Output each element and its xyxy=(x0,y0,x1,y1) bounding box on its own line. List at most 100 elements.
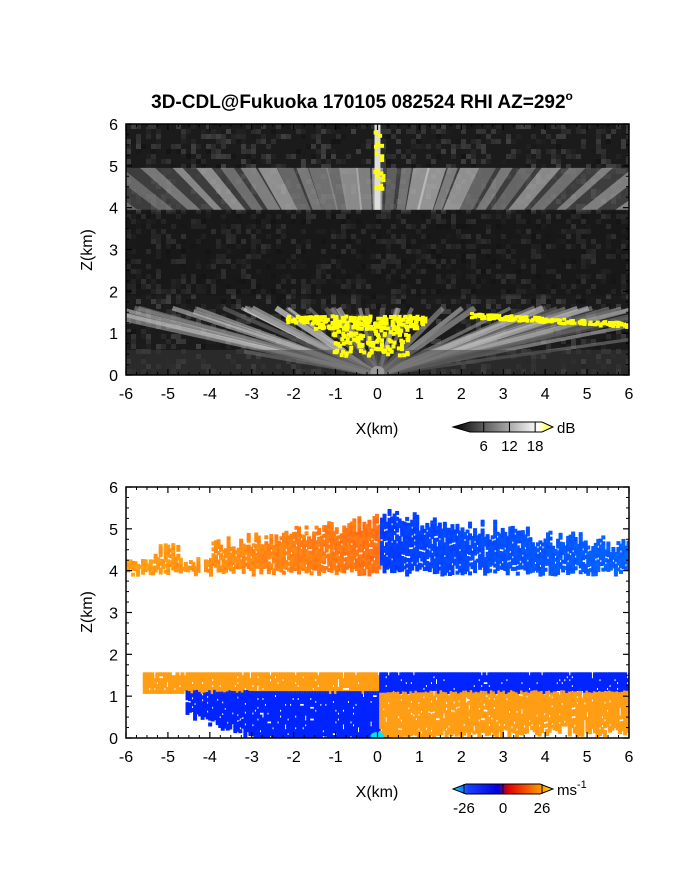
velocity-pixel xyxy=(460,568,465,573)
reflectivity-colorbar-unit: dB xyxy=(557,420,575,437)
velocity-pixel xyxy=(483,565,488,570)
velocity-pixel xyxy=(302,546,307,551)
velocity-pixel xyxy=(420,542,425,547)
saturated-pixel xyxy=(319,315,324,320)
noise-pixel xyxy=(341,214,346,219)
velocity-pixel xyxy=(473,528,478,533)
noise-pixel xyxy=(446,234,451,239)
noise-pixel xyxy=(406,224,411,229)
noise-pixel xyxy=(366,224,371,229)
noise-pixel xyxy=(561,239,566,244)
velocity-pixel xyxy=(553,569,558,574)
velocity-pixel xyxy=(407,534,412,539)
saturated-pixel xyxy=(390,322,395,327)
velocity-pixel xyxy=(317,539,322,544)
noise-pixel xyxy=(196,219,201,224)
saturated-pixel xyxy=(392,340,397,345)
velocity-pixel xyxy=(390,516,395,521)
noise-pixel xyxy=(451,224,456,229)
noise-pixel xyxy=(201,159,206,164)
noise-pixel xyxy=(136,209,141,214)
noise-pixel xyxy=(281,259,286,264)
velocity-pixel xyxy=(546,549,551,554)
velocity-pixel xyxy=(503,534,508,539)
noise-pixel xyxy=(336,124,341,129)
noise-pixel xyxy=(311,144,316,149)
velocity-pixel xyxy=(307,553,312,558)
saturated-pixel xyxy=(313,326,318,331)
velocity-pixel xyxy=(244,547,249,552)
saturated-pixel xyxy=(397,328,402,333)
noise-pixel xyxy=(251,244,256,249)
noise-pixel xyxy=(431,139,436,144)
velocity-pixel xyxy=(465,535,470,540)
velocity-pixel xyxy=(146,563,151,568)
radial-beam xyxy=(405,167,430,210)
noise-pixel xyxy=(221,344,226,349)
velocity-pixel xyxy=(440,528,445,533)
velocity-pixel xyxy=(219,544,224,549)
noise-pixel xyxy=(371,299,376,304)
velocity-pixel xyxy=(442,565,447,570)
velocity-pixel xyxy=(291,552,296,557)
saturated-pixel xyxy=(380,177,385,182)
noise-pixel xyxy=(401,124,406,129)
velocity-pixel xyxy=(329,565,334,570)
noise-pixel xyxy=(461,254,466,259)
noise-pixel xyxy=(406,229,411,234)
velocity-pixel xyxy=(410,557,415,562)
noise-pixel xyxy=(371,254,376,259)
noise-pixel xyxy=(606,224,611,229)
noise-pixel xyxy=(221,239,226,244)
noise-pixel xyxy=(611,274,616,279)
noise-pixel xyxy=(236,229,241,234)
noise-pixel xyxy=(226,254,231,259)
velocity-pixel xyxy=(530,545,535,550)
velocity-pixel xyxy=(385,533,390,538)
noise-pixel xyxy=(406,284,411,289)
noise-pixel xyxy=(241,289,246,294)
noise-pixel xyxy=(416,144,421,149)
noise-pixel xyxy=(221,304,226,309)
saturated-pixel xyxy=(378,324,383,329)
velocity-pixel xyxy=(141,564,146,569)
noise-pixel xyxy=(486,319,491,324)
noise-pixel xyxy=(591,164,596,169)
noise-pixel xyxy=(401,329,406,334)
noise-pixel xyxy=(571,124,576,129)
velocity-pixel xyxy=(395,560,400,565)
velocity-pixel xyxy=(520,541,525,546)
noise-pixel xyxy=(341,269,346,274)
velocity-pixel xyxy=(546,547,551,552)
velocity-pixel xyxy=(455,558,460,563)
noise-pixel xyxy=(261,244,266,249)
velocity-pixel xyxy=(400,561,405,566)
velocity-pixel xyxy=(367,566,372,571)
noise-pixel xyxy=(541,129,546,134)
velocity-pixel xyxy=(244,556,249,561)
velocity-pixel xyxy=(495,531,500,536)
velocity-pixel xyxy=(405,534,410,539)
velocity-pixel xyxy=(425,534,430,539)
velocity-pixel xyxy=(427,550,432,555)
velocity-pixel xyxy=(168,560,173,565)
velocity-pixel xyxy=(369,528,374,533)
velocity-pixel xyxy=(251,572,256,577)
velocity-pixel xyxy=(523,543,528,548)
velocity-pixel xyxy=(417,551,422,556)
velocity-pixel xyxy=(513,534,518,539)
noise-pixel xyxy=(341,344,346,349)
noise-pixel xyxy=(281,134,286,139)
velocity-pixel xyxy=(440,554,445,559)
noise-pixel xyxy=(156,209,161,214)
velocity-pixel xyxy=(452,529,457,534)
noise-pixel xyxy=(356,144,361,149)
noise-pixel xyxy=(256,229,261,234)
velocity-pixel xyxy=(415,546,420,551)
noise-pixel xyxy=(471,279,476,284)
saturated-pixel xyxy=(374,151,379,156)
noise-pixel xyxy=(346,219,351,224)
noise-pixel xyxy=(131,339,136,344)
noise-pixel xyxy=(381,264,386,269)
velocity-pixel xyxy=(329,551,334,556)
